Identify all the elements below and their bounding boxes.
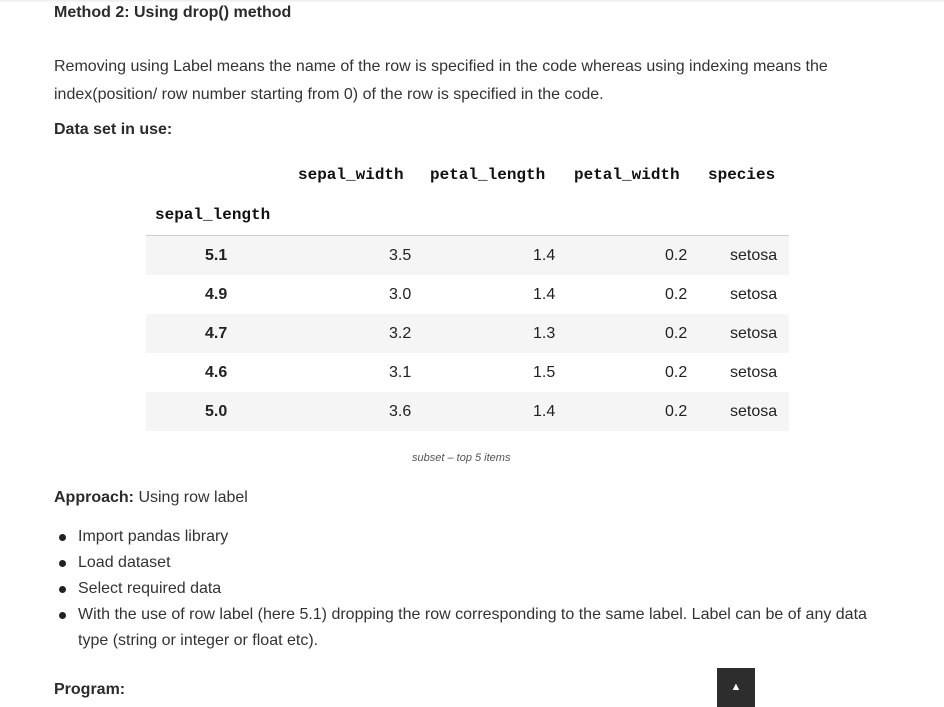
cell-petal-length: 1.4 (533, 403, 556, 420)
cell-petal-length: 1.3 (533, 325, 556, 342)
cell-species: setosa (730, 364, 778, 381)
column-header-petal-width: petal_width (574, 166, 680, 184)
table-header-rule (146, 235, 789, 236)
cell-sepal-width: 3.5 (389, 247, 412, 264)
list-item-text: Import pandas library (78, 528, 229, 545)
program-label: Program: (54, 681, 126, 698)
list-item: Select required data (54, 576, 874, 602)
cell-petal-width: 0.2 (665, 364, 688, 381)
cell-petal-length: 1.4 (533, 247, 556, 264)
table-row: 5.1 3.5 1.4 0.2 setosa (146, 236, 789, 275)
approach-steps-list: Import pandas library Load dataset Selec… (54, 524, 874, 654)
cell-species: setosa (730, 286, 778, 303)
cell-sepal-width: 3.2 (389, 325, 412, 342)
bullet-icon (59, 534, 66, 541)
approach-text: Using row label (134, 489, 248, 506)
table-row: 4.6 3.1 1.5 0.2 setosa (146, 353, 789, 392)
row-index: 4.9 (205, 286, 228, 303)
cell-species: setosa (730, 247, 778, 264)
cell-sepal-width: 3.6 (389, 403, 412, 420)
table-row: 5.0 3.6 1.4 0.2 setosa (146, 392, 789, 431)
bullet-icon (59, 586, 66, 593)
cell-petal-width: 0.2 (665, 247, 688, 264)
approach-line: Approach: Using row label (54, 489, 248, 507)
cell-petal-width: 0.2 (665, 286, 688, 303)
cell-petal-width: 0.2 (665, 325, 688, 342)
table-row: 4.9 3.0 1.4 0.2 setosa (146, 275, 789, 314)
description-paragraph: Removing using Label means the name of t… (54, 58, 828, 103)
top-shadow (0, 0, 944, 3)
table-caption: subset – top 5 items (412, 452, 511, 464)
list-item-text: With the use of row label (here 5.1) dro… (78, 606, 867, 649)
cell-species: setosa (730, 325, 778, 342)
row-index: 5.1 (205, 247, 228, 264)
cell-sepal-width: 3.1 (389, 364, 412, 381)
column-header-species: species (708, 166, 776, 184)
row-index: 5.0 (205, 403, 228, 420)
list-item-text: Select required data (78, 580, 222, 597)
index-header-sepal-length: sepal_length (155, 206, 271, 224)
arrow-up-icon: ▲ (730, 681, 742, 693)
list-item: With the use of row label (here 5.1) dro… (54, 602, 874, 654)
bullet-icon (59, 560, 66, 567)
list-item: Load dataset (54, 550, 874, 576)
list-item-text: Load dataset (78, 554, 171, 571)
row-index: 4.6 (205, 364, 228, 381)
cell-petal-length: 1.4 (533, 286, 556, 303)
column-header-sepal-width: sepal_width (298, 166, 404, 184)
list-item: Import pandas library (54, 524, 874, 550)
cell-petal-length: 1.5 (533, 364, 556, 381)
row-index: 4.7 (205, 325, 228, 342)
approach-label: Approach: (54, 489, 134, 506)
column-header-petal-length: petal_length (430, 166, 546, 184)
dataset-label: Data set in use: (54, 121, 173, 138)
method-heading: Method 2: Using drop() method (54, 4, 292, 21)
cell-species: setosa (730, 403, 778, 420)
table-row: 4.7 3.2 1.3 0.2 setosa (146, 314, 789, 353)
scroll-to-top-button[interactable]: ▲ (717, 668, 755, 707)
bullet-icon (59, 612, 66, 619)
cell-petal-width: 0.2 (665, 403, 688, 420)
cell-sepal-width: 3.0 (389, 286, 412, 303)
